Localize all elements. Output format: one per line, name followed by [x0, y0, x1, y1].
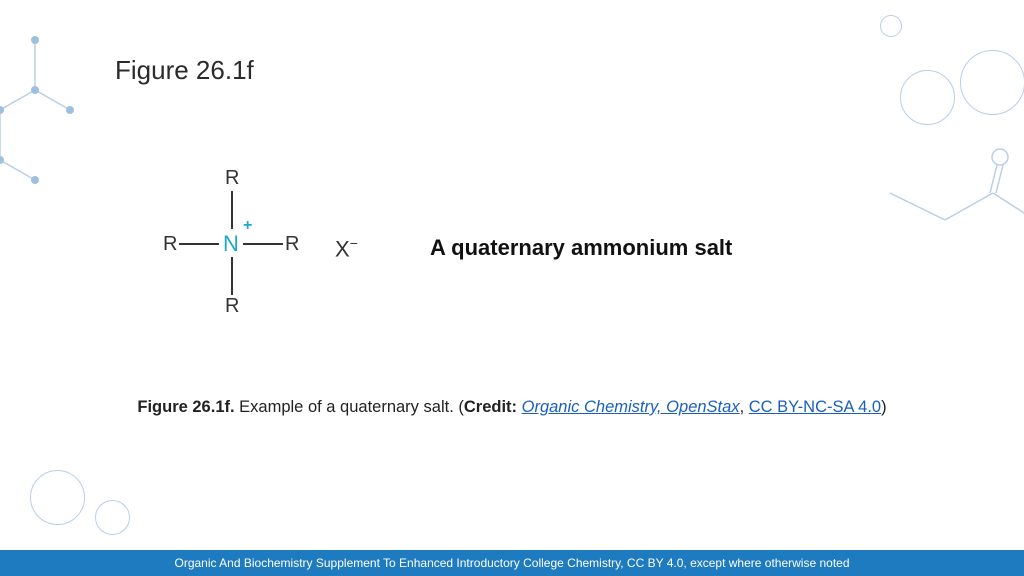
bond-top [231, 191, 233, 229]
slide: Figure 26.1f R R R R N + X− A quaternary… [0, 0, 1024, 576]
deco-bubble-small [880, 15, 902, 37]
counter-ion: X− [335, 235, 358, 262]
bond-left [179, 243, 219, 245]
bond-bottom [231, 257, 233, 295]
bond-right [243, 243, 283, 245]
counter-ion-symbol: X [335, 236, 350, 261]
structure-heading: A quaternary ammonium salt [430, 235, 732, 261]
substituent-top: R [225, 167, 239, 190]
substituent-left: R [163, 233, 177, 256]
charge-plus: + [243, 217, 252, 235]
credit-link-license[interactable]: CC BY-NC-SA 4.0 [749, 398, 881, 416]
substituent-right: R [285, 233, 299, 256]
deco-top-left [0, 20, 120, 220]
credit-link-source[interactable]: Organic Chemistry, OpenStax [522, 398, 740, 416]
deco-bubble-bl1 [30, 470, 85, 525]
substituent-bottom: R [225, 295, 239, 318]
deco-bubble-large [960, 50, 1024, 115]
counter-ion-charge: − [350, 235, 358, 251]
figure-title: Figure 26.1f [115, 55, 254, 86]
deco-bubble-med [900, 70, 955, 125]
center-atom: N [223, 231, 239, 257]
caption-mid: Example of a quaternary salt. ( [235, 398, 464, 416]
chemical-structure: R R R R N + [165, 175, 300, 310]
footer-text: Organic And Biochemistry Supplement To E… [174, 556, 849, 570]
figure-caption: Figure 26.1f. Example of a quaternary sa… [0, 398, 1024, 417]
footer-bar: Organic And Biochemistry Supplement To E… [0, 550, 1024, 576]
caption-sep: , [740, 398, 749, 416]
caption-credit-label: Credit: [464, 398, 517, 416]
caption-prefix: Figure 26.1f. [137, 398, 234, 416]
deco-right-molecule [880, 145, 1024, 275]
caption-suffix: ) [881, 398, 887, 416]
deco-bubble-bl2 [95, 500, 130, 535]
